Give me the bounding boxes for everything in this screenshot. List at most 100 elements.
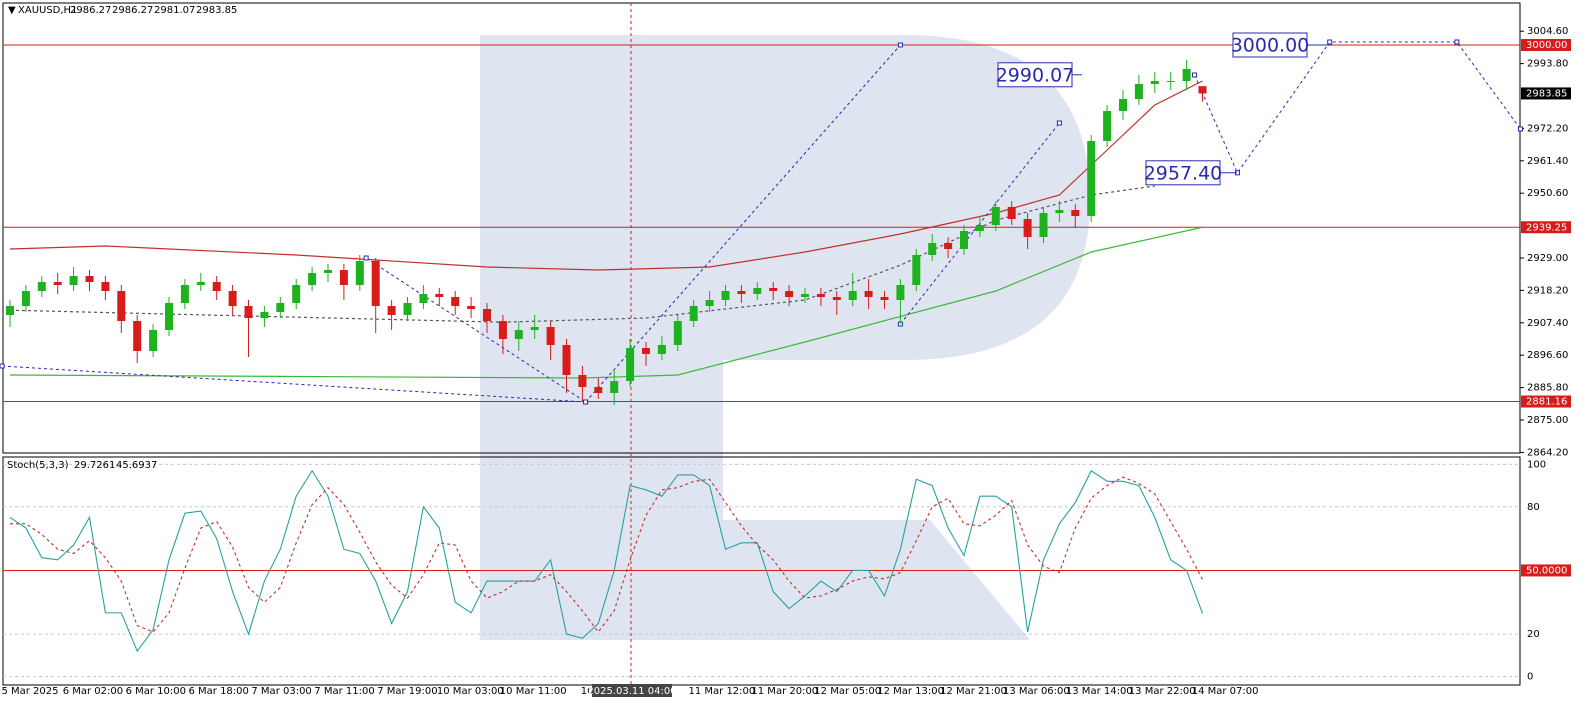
candle-body — [21, 291, 30, 306]
candle-body — [657, 345, 666, 354]
candle-body — [1166, 81, 1175, 82]
candle-body — [832, 297, 841, 300]
current-price-label-box — [1521, 87, 1571, 100]
candle-body — [276, 303, 285, 312]
candle-body — [467, 306, 476, 309]
candle-body — [864, 291, 873, 297]
candle-body — [37, 282, 46, 291]
x-tick-label: 7 Mar 19:00 — [377, 686, 437, 697]
symbol: XAUUSD,H1 — [18, 5, 77, 16]
candle-body — [324, 270, 332, 273]
x-tick-label: 11 Mar 20:00 — [751, 686, 818, 697]
trend-point — [583, 399, 589, 405]
candle-body — [912, 255, 921, 285]
candle-body — [530, 327, 539, 330]
y-tick-label: 80 — [1527, 502, 1540, 513]
candle-body — [1198, 86, 1207, 94]
candle-body — [149, 330, 158, 351]
candle-body — [960, 231, 968, 249]
x-tick-label: 13 Mar 14:00 — [1066, 686, 1133, 697]
y-tick-label: 50.0000 — [1526, 565, 1567, 576]
candle-body — [244, 306, 253, 318]
x-tick-label: 10 Mar 03:00 — [437, 686, 504, 697]
candle-body — [753, 288, 762, 294]
candle-body — [196, 282, 205, 285]
crosshair-label: 2025.03.11 04:00 — [587, 686, 676, 697]
candle-body — [1182, 69, 1191, 81]
trend-point — [897, 42, 903, 48]
candle-body — [1087, 141, 1096, 216]
x-tick-label: 10 Mar 11:00 — [500, 686, 567, 697]
y-tick-label: 20 — [1527, 629, 1540, 640]
candle-body — [387, 306, 396, 315]
trend-point — [1056, 120, 1062, 126]
trend-point — [0, 363, 5, 369]
candle-body — [1007, 207, 1016, 219]
x-tick-label: 12 Mar 21:00 — [940, 686, 1007, 697]
annotation-label: 2957.40 — [1144, 162, 1223, 184]
y-tick-label: 2864.20 — [1527, 447, 1568, 458]
y-tick-label: 2929.00 — [1527, 253, 1568, 264]
candle-body — [562, 345, 571, 375]
candle-body — [85, 276, 94, 282]
candle-body — [975, 225, 984, 231]
annotation-label: 2990.07 — [996, 64, 1075, 86]
candle-body — [1023, 219, 1032, 237]
stoch-k: 29.7261 — [74, 460, 115, 471]
candle-body — [642, 348, 650, 354]
ohlc-close: 2983.85 — [196, 5, 237, 16]
candle-body — [848, 291, 857, 300]
candle-body — [769, 288, 778, 291]
candle-body — [896, 285, 905, 300]
candle-body — [578, 375, 587, 387]
candle-body — [1119, 99, 1127, 111]
candle-body — [1103, 111, 1112, 141]
candle-body — [991, 207, 1000, 225]
trend-point — [363, 255, 369, 261]
candle-body — [6, 306, 14, 315]
x-tick-label: 6 Mar 18:00 — [188, 686, 248, 697]
candle-body — [673, 321, 682, 345]
x-tick-label: 12 Mar 05:00 — [814, 686, 881, 697]
stoch-line — [10, 476, 1203, 633]
candle-body — [483, 309, 491, 321]
candle-body — [928, 243, 937, 255]
watermark — [480, 35, 1090, 640]
candle-body — [944, 243, 953, 249]
candle-body — [228, 291, 237, 306]
candle-body — [133, 321, 142, 351]
candle-body — [212, 282, 221, 291]
y-tick-label: 2918.20 — [1527, 285, 1568, 296]
candle-body — [1150, 81, 1159, 84]
y-tick-label: 100 — [1527, 459, 1546, 470]
y-tick-label: 2907.40 — [1527, 318, 1568, 329]
candle-body — [419, 294, 428, 303]
y-tick-label: 2950.60 — [1527, 188, 1568, 199]
level-label-box — [1521, 221, 1571, 234]
level-label-box — [1521, 395, 1571, 408]
trend-line — [365, 257, 586, 403]
current-price-label: 2983.85 — [1526, 88, 1567, 99]
candle-body — [705, 300, 714, 306]
trend-point — [1192, 72, 1198, 78]
candle-body — [101, 282, 110, 291]
y-tick-label: 2875.00 — [1527, 415, 1568, 426]
candle-body — [180, 285, 189, 303]
y-tick-label: 2896.60 — [1527, 350, 1568, 361]
trend-point — [1518, 126, 1523, 132]
stoch-panel — [2, 456, 1521, 686]
candle-body — [514, 330, 523, 339]
level-label: 2881.16 — [1526, 397, 1567, 408]
level-label-box — [1521, 39, 1571, 51]
y-tick-label: 0 — [1527, 672, 1533, 683]
level-label: 3000.00 — [1526, 40, 1567, 51]
candle-body — [308, 273, 317, 285]
main-panel — [2, 2, 1521, 454]
crosshair-label-box — [592, 684, 672, 697]
y-tick-label: 2972.20 — [1527, 123, 1568, 134]
candle-body — [292, 285, 301, 303]
candle-body — [816, 294, 825, 297]
candle-body — [260, 312, 269, 318]
candle-body — [435, 294, 444, 297]
